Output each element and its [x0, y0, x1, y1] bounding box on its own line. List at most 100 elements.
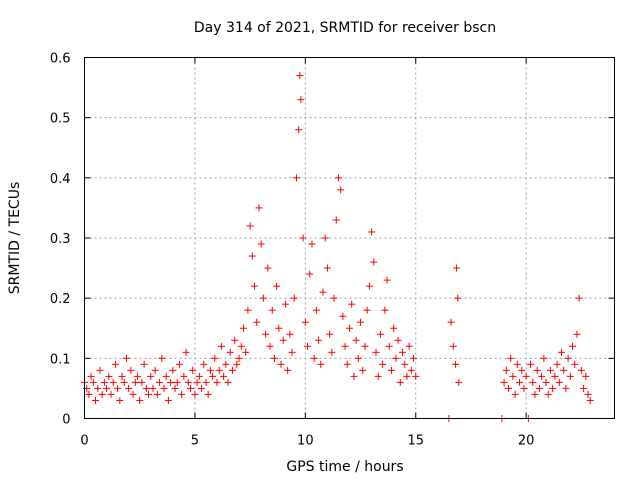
- data-point: [233, 360, 241, 368]
- data-point: [527, 360, 535, 368]
- data-point: [202, 378, 210, 386]
- data-point: [394, 336, 402, 344]
- data-point: [85, 390, 93, 398]
- data-point: [96, 366, 104, 374]
- data-point: [381, 306, 389, 314]
- data-point: [390, 324, 398, 332]
- data-point: [164, 396, 172, 404]
- data-point: [138, 378, 146, 386]
- x-tick-label: 0: [80, 434, 88, 449]
- data-point: [410, 354, 418, 362]
- data-point: [270, 354, 278, 362]
- data-point: [577, 366, 585, 374]
- data-point: [365, 282, 373, 290]
- data-point: [385, 342, 393, 350]
- y-tick-label: 0: [62, 413, 70, 428]
- data-point: [334, 174, 342, 182]
- data-point: [569, 342, 577, 350]
- data-point: [178, 390, 186, 398]
- data-point: [248, 252, 256, 260]
- data-point: [286, 330, 294, 338]
- data-point: [253, 318, 261, 326]
- data-point: [262, 330, 270, 338]
- data-point: [392, 354, 400, 362]
- data-point: [127, 366, 135, 374]
- data-point: [158, 354, 166, 362]
- data-point: [341, 342, 349, 350]
- data-point: [217, 342, 225, 350]
- data-point: [447, 318, 455, 326]
- data-point: [228, 366, 236, 374]
- data-point: [555, 378, 563, 386]
- data-point: [370, 258, 378, 266]
- data-point: [246, 222, 254, 230]
- data-point: [538, 372, 546, 380]
- data-point: [553, 360, 561, 368]
- data-point: [449, 342, 457, 350]
- data-point: [145, 390, 153, 398]
- data-point: [306, 270, 314, 278]
- data-point: [584, 390, 592, 398]
- data-point: [153, 390, 161, 398]
- x-tick-label: 10: [297, 434, 314, 449]
- data-point: [343, 360, 351, 368]
- data-point: [455, 378, 463, 386]
- data-point: [200, 360, 208, 368]
- x-tick-label: 15: [407, 434, 424, 449]
- data-point: [131, 378, 139, 386]
- data-point: [211, 354, 219, 362]
- data-point: [224, 378, 232, 386]
- data-point: [518, 366, 526, 374]
- data-point: [299, 234, 307, 242]
- data-point: [215, 366, 223, 374]
- data-point: [297, 96, 305, 104]
- data-point: [348, 300, 356, 308]
- data-point: [293, 174, 300, 182]
- data-point: [295, 126, 303, 134]
- data-point: [582, 372, 590, 380]
- data-point: [193, 378, 201, 386]
- data-point: [180, 372, 188, 380]
- plot-frame: [84, 57, 615, 419]
- data-point: [242, 348, 250, 356]
- data-point: [564, 354, 572, 362]
- data-point: [114, 384, 122, 392]
- data-point: [94, 384, 102, 392]
- data-point: [339, 312, 347, 320]
- data-point: [301, 318, 309, 326]
- data-point: [452, 360, 459, 368]
- data-point: [317, 360, 325, 368]
- data-point: [251, 282, 259, 290]
- data-point: [204, 390, 212, 398]
- data-point: [206, 366, 214, 374]
- data-point: [516, 378, 524, 386]
- data-point: [195, 372, 203, 380]
- data-point: [507, 354, 515, 362]
- y-tick-label: 0.4: [50, 172, 71, 187]
- data-point: [220, 372, 228, 380]
- data-point: [542, 378, 550, 386]
- data-point: [129, 390, 137, 398]
- y-tick-label: 0.5: [50, 112, 71, 127]
- data-point: [505, 384, 512, 392]
- data-point: [231, 336, 239, 344]
- data-point: [337, 186, 345, 194]
- data-point: [399, 348, 406, 356]
- data-point: [352, 336, 360, 344]
- data-point: [167, 378, 175, 386]
- data-point: [509, 372, 517, 380]
- data-point: [191, 390, 199, 398]
- data-point: [160, 384, 168, 392]
- data-point: [189, 366, 197, 374]
- data-point: [240, 324, 247, 332]
- data-point: [266, 342, 274, 350]
- data-point: [198, 384, 206, 392]
- data-points: [81, 72, 594, 422]
- data-point: [502, 366, 510, 374]
- data-point: [328, 348, 336, 356]
- data-point: [237, 342, 245, 350]
- data-point: [87, 372, 95, 380]
- data-point: [259, 294, 267, 302]
- data-point: [359, 366, 367, 374]
- data-point: [513, 360, 521, 368]
